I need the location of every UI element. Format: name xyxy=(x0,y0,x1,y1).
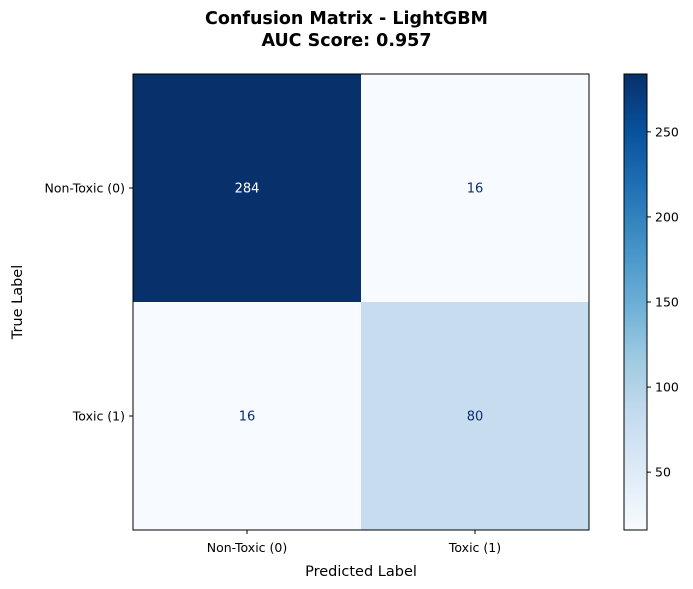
x-tick-label: Non-Toxic (0) xyxy=(207,540,287,555)
colorbar xyxy=(623,73,648,531)
y-tick-label: Non-Toxic (0) xyxy=(45,181,125,196)
cell-value-label: 16 xyxy=(239,410,256,425)
heatmap-cell xyxy=(361,302,589,530)
x-tick-label: Toxic (1) xyxy=(448,540,501,555)
colorbar-tick-label: 150 xyxy=(655,295,679,310)
chart-title-line-1: Confusion Matrix - LightGBM xyxy=(205,9,488,29)
cell-value-label: 16 xyxy=(467,182,484,197)
colorbar-tick-label: 100 xyxy=(655,380,679,395)
heatmap-cell xyxy=(133,74,361,302)
x-axis-label: Predicted Label xyxy=(305,564,417,580)
heatmap-cell xyxy=(361,74,589,302)
colorbar-tick-label: 200 xyxy=(655,209,679,224)
plot-frame xyxy=(132,73,590,531)
y-tick-label: Toxic (1) xyxy=(72,409,125,424)
heatmap-cell xyxy=(133,302,361,530)
y-axis-label: True Label xyxy=(10,265,26,341)
cell-value-label: 80 xyxy=(467,410,484,425)
chart-title-line-2: AUC Score: 0.957 xyxy=(261,31,432,51)
colorbar-tick-label: 250 xyxy=(655,124,679,139)
colorbar-tick-label: 50 xyxy=(655,465,671,480)
cell-value-label: 284 xyxy=(235,182,260,197)
